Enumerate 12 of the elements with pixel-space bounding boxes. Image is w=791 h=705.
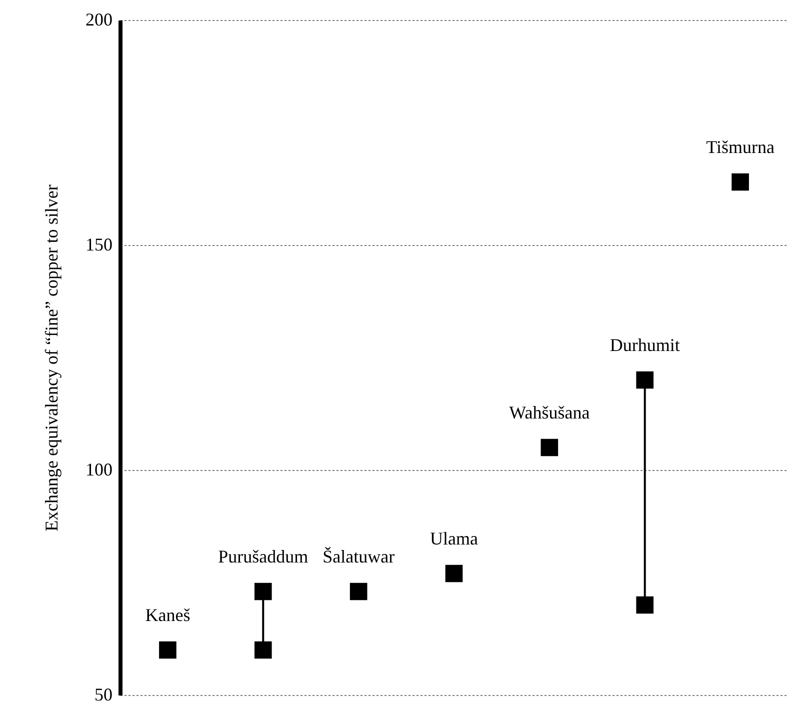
x-tick-label: Wahšušana — [509, 402, 590, 422]
y-tick-label: 50 — [94, 684, 112, 704]
y-tick-label: 100 — [86, 460, 112, 480]
x-tick-label: Šalatuwar — [322, 546, 395, 566]
y-tick-label: 150 — [86, 234, 112, 254]
x-tick-label: Purušaddum — [218, 546, 308, 566]
x-tick-label: Kaneš — [145, 605, 190, 625]
y-axis-title: Exchange equivalency of “fine” copper to silver — [42, 184, 62, 532]
x-tick-label: Durhumit — [610, 335, 680, 355]
y-tick-label: 200 — [86, 10, 112, 30]
x-tick-label: Tišmurna — [706, 137, 774, 157]
x-tick-label: Ulama — [430, 528, 478, 548]
